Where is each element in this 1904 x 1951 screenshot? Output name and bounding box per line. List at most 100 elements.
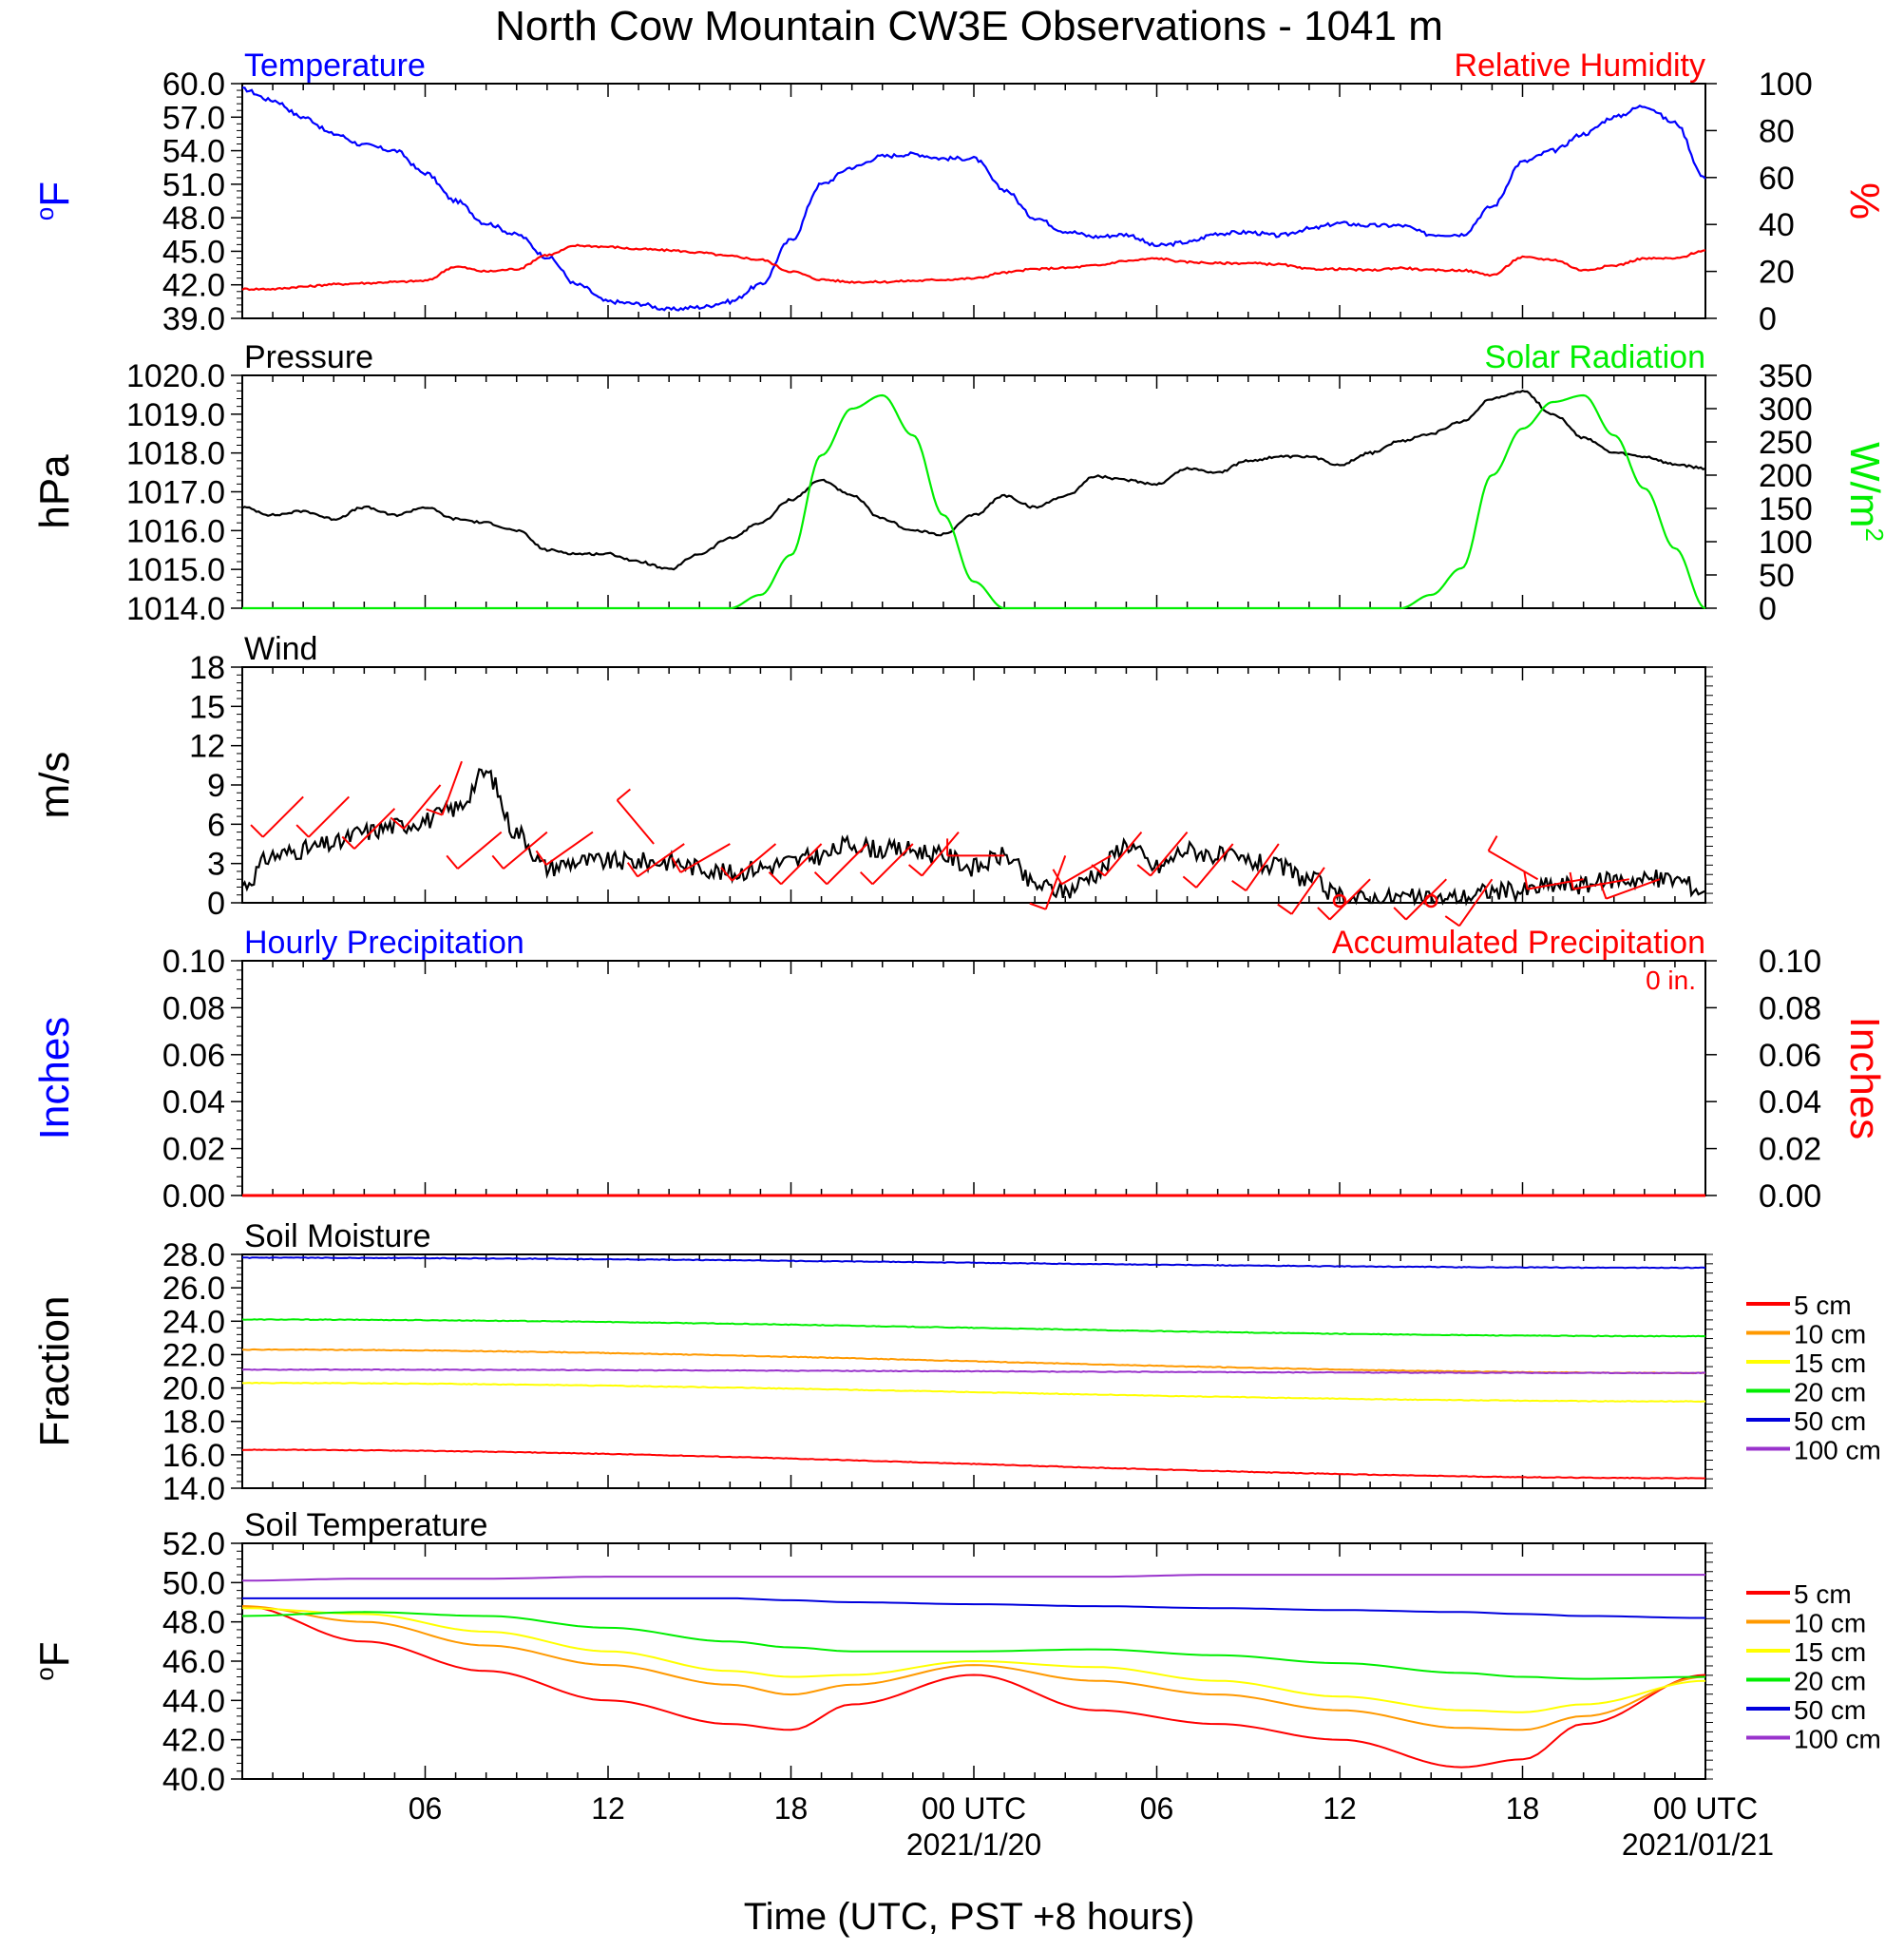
- panel-left-title: Soil Moisture: [244, 1218, 431, 1254]
- series-line-50-cm: [242, 1597, 1705, 1619]
- y-tick-label: 40.0: [162, 1762, 225, 1798]
- y-axis-label: m/s: [31, 752, 78, 819]
- wind-barb: [1060, 854, 1112, 886]
- wind-barb-flag: [671, 856, 682, 873]
- y-tick-label: 15: [189, 689, 225, 725]
- precip-total-annotation: 0 in.: [1646, 966, 1696, 995]
- series-line-relative-humidity: [241, 243, 1706, 292]
- panel-frame: [241, 666, 1706, 904]
- wind-barb-flag: [1052, 869, 1063, 885]
- wind-barb-flag: [1444, 915, 1460, 928]
- wind-barb: [457, 831, 503, 870]
- series-line-pressure: [241, 390, 1706, 571]
- y-tick-label: 1019.0: [126, 397, 225, 433]
- wind-barb-flag: [1091, 864, 1106, 877]
- y-right-tick-label: 0.08: [1759, 990, 1821, 1026]
- wind-barb: [1527, 878, 1584, 890]
- wind-barb-flag: [616, 788, 631, 801]
- y-axis-label-right: W/m2: [1841, 442, 1889, 542]
- y-axis-label-right: Inches: [1841, 1017, 1888, 1140]
- legend-label: 5 cm: [1794, 1579, 1852, 1609]
- y-tick-label: 57.0: [162, 100, 225, 136]
- y-right-tick-label: 0.00: [1759, 1178, 1821, 1215]
- wind-barb: [308, 795, 350, 838]
- y-right-tick-label: 100: [1759, 525, 1813, 561]
- legend-label: 100 cm: [1794, 1436, 1881, 1465]
- series-line-100-cm: [241, 1574, 1705, 1582]
- series-line-15-cm: [241, 1381, 1705, 1404]
- wind-barb-flag: [859, 870, 874, 886]
- wind-barb: [353, 808, 396, 850]
- wind-barb: [1488, 850, 1539, 881]
- legend-label: 10 cm: [1794, 1320, 1866, 1349]
- y-tick-label: 42.0: [162, 268, 225, 304]
- wind-barb: [1458, 878, 1494, 927]
- panel-right-title: Accumulated Precipitation: [1332, 925, 1705, 961]
- wind-barb-flag: [1487, 835, 1498, 851]
- y-tick-label: 1016.0: [126, 513, 225, 549]
- y-tick-label: 26.0: [162, 1271, 225, 1307]
- y-axis-label: Inches: [31, 1017, 78, 1140]
- wind-barb-flag: [1599, 882, 1608, 900]
- wind-barb-flag: [1231, 880, 1247, 891]
- x-axis-label: Time (UTC, PST +8 hours): [744, 1896, 1195, 1938]
- wind-barb-flag: [1393, 907, 1407, 921]
- y-right-tick-label: 200: [1759, 458, 1813, 494]
- series-line-wind-speed: [241, 768, 1706, 907]
- y-tick-label: 18.0: [162, 1405, 225, 1441]
- y-tick-label: 3: [207, 847, 225, 883]
- wind-barb: [1606, 878, 1661, 900]
- y-tick-label: 45.0: [162, 234, 225, 270]
- y-right-tick-label: 150: [1759, 491, 1813, 527]
- wind-barbs: [250, 760, 1661, 928]
- y-tick-label: 0: [207, 886, 225, 922]
- x-tick-label: 18: [1506, 1791, 1540, 1826]
- y-tick-label: 6: [207, 807, 225, 843]
- panel-soil-temperature: 52.050.0 48.046.044.0 42.040.0 Soil Tempera…: [30, 1507, 1881, 1798]
- wind-barb: [871, 843, 914, 886]
- legend-label: 20 cm: [1794, 1378, 1866, 1407]
- y-tick-label: 1020.0: [126, 358, 225, 394]
- y-right-tick-label: 350: [1759, 358, 1813, 394]
- wind-barb-flag: [1136, 864, 1152, 877]
- wind-barb: [780, 843, 823, 886]
- y-right-tick-label: 0.04: [1759, 1084, 1821, 1120]
- wind-barb-flag: [446, 854, 459, 870]
- wind-barb-flag: [1029, 902, 1047, 910]
- y-tick-label: 14.0: [162, 1471, 225, 1507]
- x-tick-label: 00 UTC: [922, 1791, 1026, 1826]
- wind-barb: [826, 843, 868, 886]
- wind-barb-flag: [491, 854, 505, 870]
- x-tick-label: 06: [409, 1791, 443, 1826]
- chart-title: North Cow Mountain CW3E Observations - 1…: [495, 3, 1443, 49]
- series-line-20-cm: [241, 1318, 1706, 1338]
- y-tick-label: 1017.0: [126, 475, 225, 511]
- y-tick-label: 24.0: [162, 1304, 225, 1340]
- y-tick-label: 0.06: [162, 1038, 225, 1074]
- wind-barb-flag: [341, 835, 355, 850]
- panel-pressure-solar: 1020.01019.01018.01017.01016.01015.01014…: [31, 339, 1889, 627]
- legend-label: 50 cm: [1794, 1406, 1866, 1436]
- legend-label: 20 cm: [1794, 1667, 1866, 1696]
- wind-barb: [1044, 855, 1067, 910]
- wind-barb: [679, 843, 731, 873]
- panel-left-title: Pressure: [244, 339, 373, 375]
- panel-frame: [241, 374, 1706, 609]
- panel-right-title: Relative Humidity: [1454, 48, 1705, 84]
- y-right-tick-label: 250: [1759, 425, 1813, 461]
- y-tick-label: 52.0: [162, 1526, 225, 1562]
- x-date-label: 2021/01/21: [1622, 1827, 1774, 1862]
- wind-barb-flag: [768, 870, 782, 886]
- legend-label: 100 cm: [1794, 1725, 1881, 1754]
- wind-barb: [441, 760, 463, 815]
- y-tick-label: 50.0: [162, 1565, 225, 1601]
- series-line-5-cm: [241, 1605, 1706, 1769]
- panel-left-title: Soil Temperature: [244, 1507, 487, 1543]
- y-tick-label: 1014.0: [126, 591, 225, 627]
- y-tick-label: 48.0: [162, 1605, 225, 1641]
- y-right-tick-label: 0: [1759, 591, 1777, 627]
- y-right-tick-label: 80: [1759, 113, 1795, 149]
- wind-barb-flag: [907, 864, 923, 877]
